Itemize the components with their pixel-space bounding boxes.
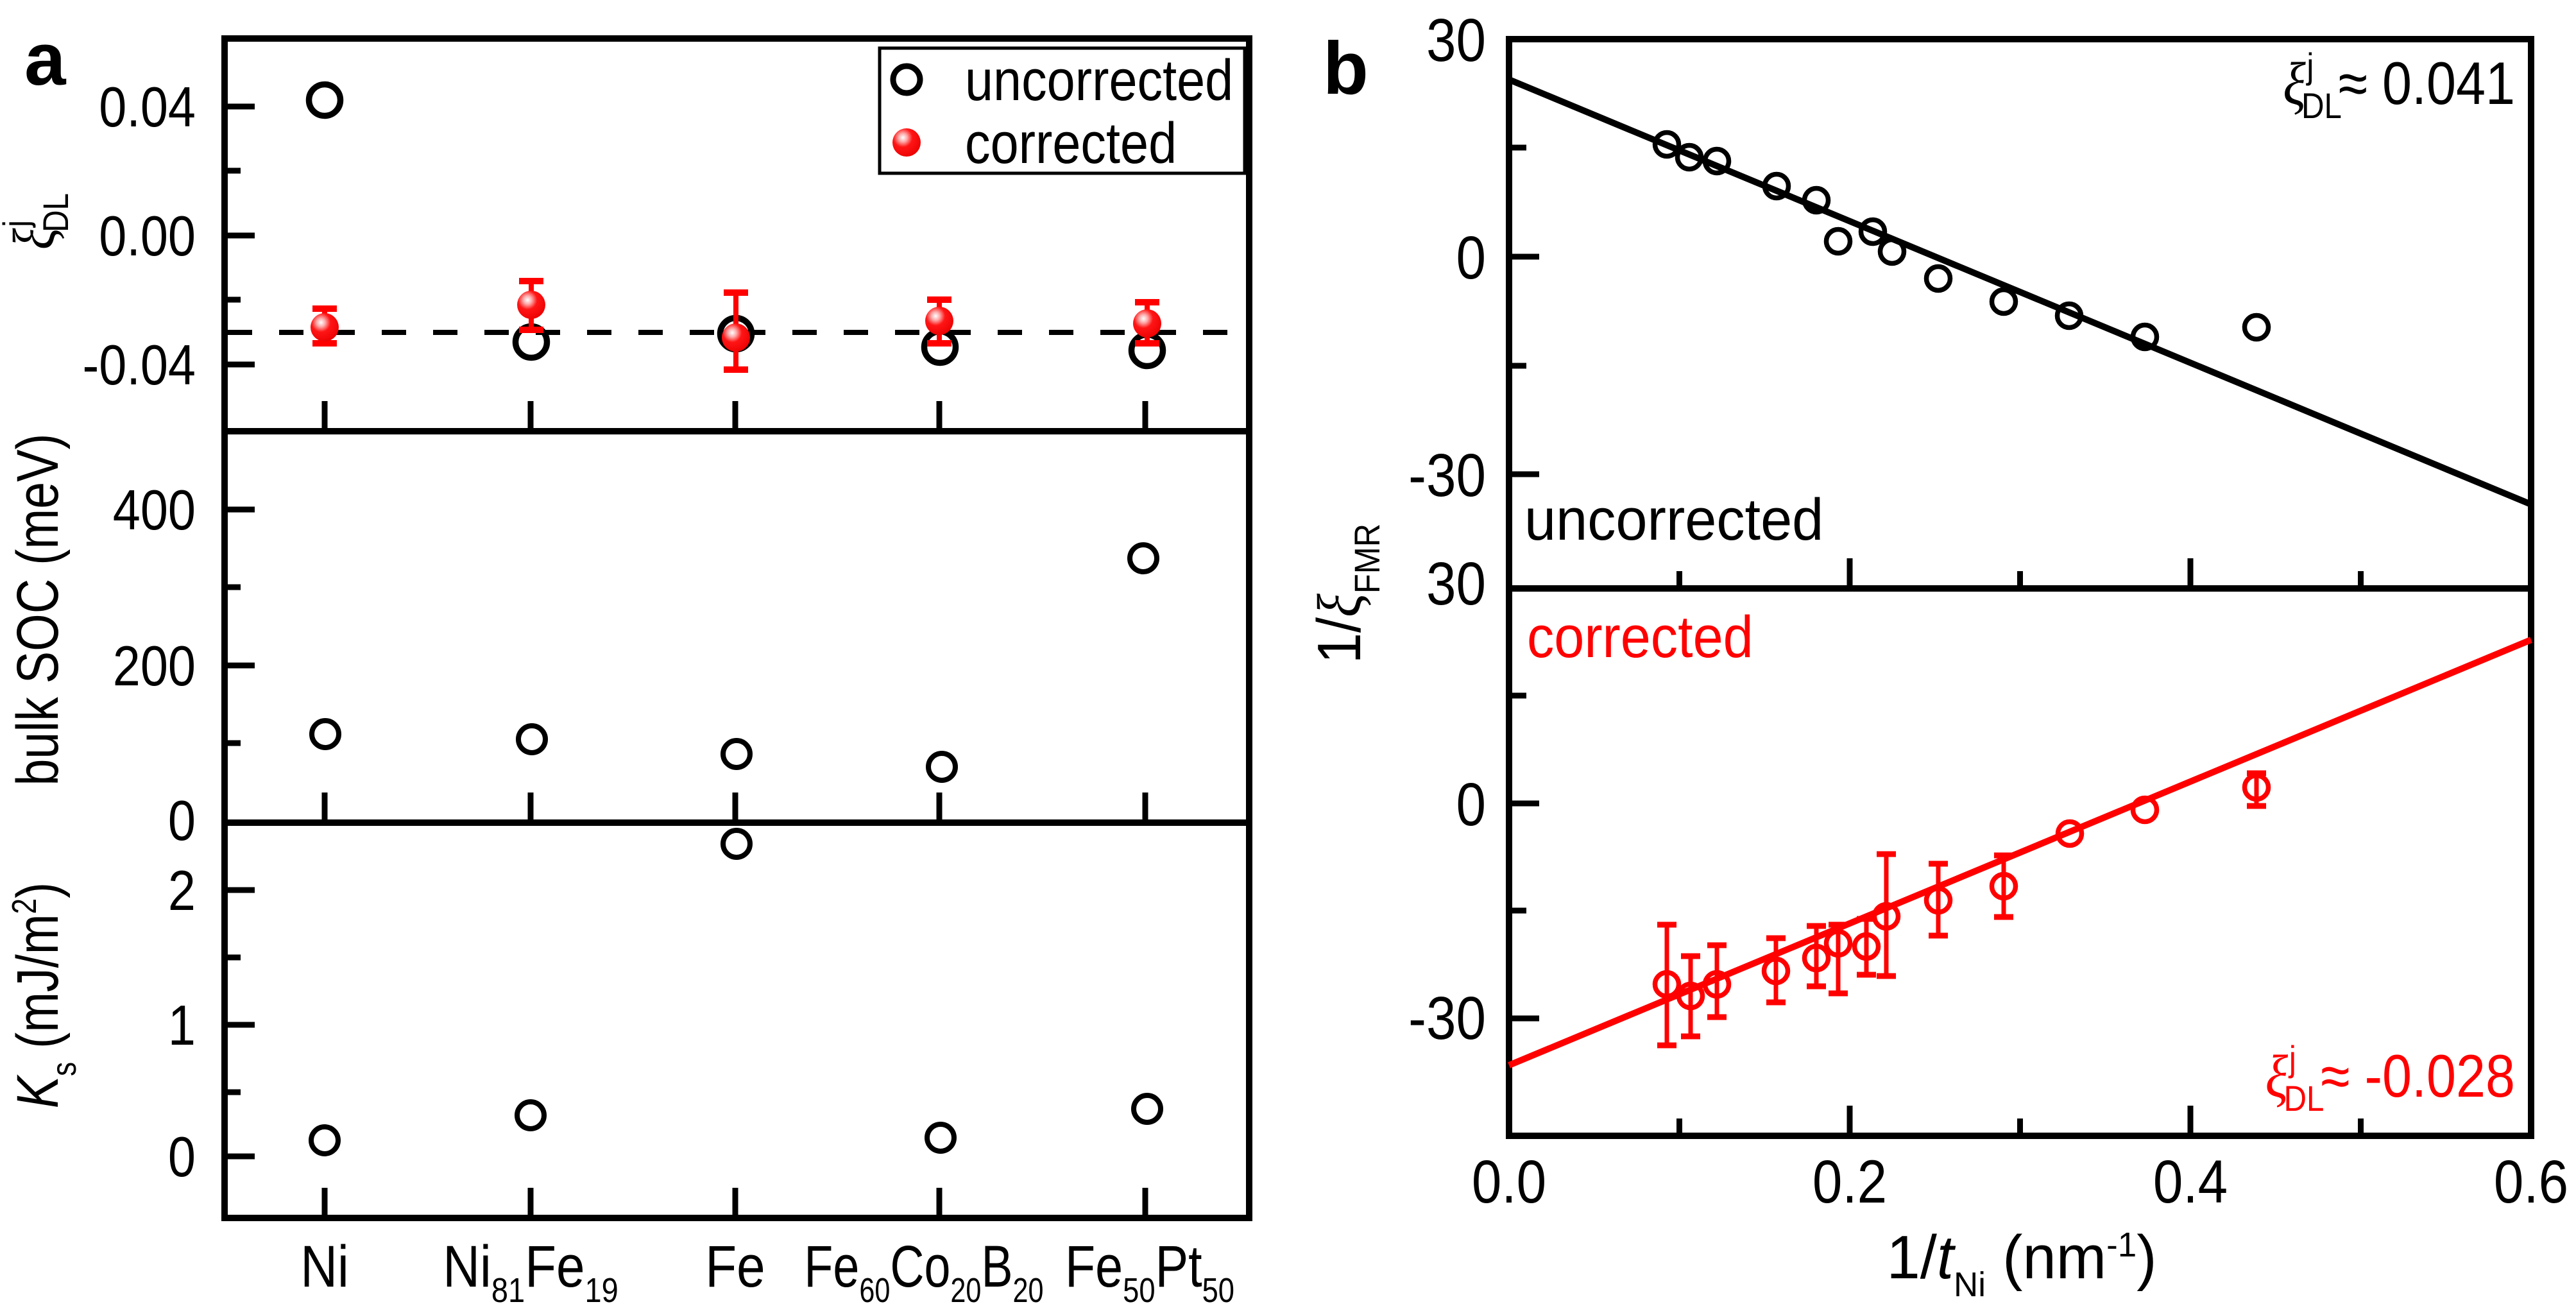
svg-text:uncorrected: uncorrected bbox=[1524, 486, 1823, 553]
svg-text:0: 0 bbox=[168, 789, 196, 852]
svg-text:200: 200 bbox=[113, 634, 196, 698]
svg-text:Ni81Fe19: Ni81Fe19 bbox=[443, 1234, 618, 1310]
svg-text:a: a bbox=[24, 17, 67, 101]
svg-text:0: 0 bbox=[1456, 223, 1486, 291]
svg-text:0.0: 0.0 bbox=[1472, 1147, 1546, 1215]
svg-text:-30: -30 bbox=[1408, 984, 1486, 1052]
svg-text:ξjDL≈ -0.028: ξj DL≈ -0.028 bbox=[2265, 1039, 2515, 1119]
svg-text:ξjDL: ξjDL bbox=[0, 193, 76, 250]
svg-text:-30: -30 bbox=[1408, 441, 1486, 509]
svg-text:Fe: Fe bbox=[705, 1234, 765, 1299]
svg-text:400: 400 bbox=[113, 478, 196, 542]
svg-text:0: 0 bbox=[1456, 770, 1486, 838]
svg-text:2: 2 bbox=[168, 859, 196, 922]
svg-text:Fe60Co20B20: Fe60Co20B20 bbox=[804, 1233, 1043, 1310]
svg-text:b: b bbox=[1323, 26, 1369, 110]
svg-text:30: 30 bbox=[1426, 6, 1486, 74]
svg-text:0.6: 0.6 bbox=[2494, 1147, 2568, 1215]
svg-text:0.2: 0.2 bbox=[1813, 1147, 1887, 1215]
svg-text:ξjDL≈ 0.041: ξj DL≈ 0.041 bbox=[2283, 46, 2515, 126]
svg-text:0.4: 0.4 bbox=[2153, 1147, 2228, 1215]
svg-text:30: 30 bbox=[1426, 549, 1486, 617]
svg-text:0: 0 bbox=[168, 1125, 196, 1188]
svg-text:-0.04: -0.04 bbox=[83, 333, 196, 397]
svg-text:corrected: corrected bbox=[1527, 604, 1753, 670]
svg-text:1: 1 bbox=[168, 993, 196, 1057]
svg-text:0.00: 0.00 bbox=[99, 204, 196, 268]
svg-text:bulk SOC (meV): bulk SOC (meV) bbox=[4, 433, 71, 785]
svg-text:uncorrected: uncorrected bbox=[965, 47, 1233, 112]
svg-text:Ni: Ni bbox=[300, 1234, 349, 1299]
svg-text:1/tNi (nm-1): 1/tNi (nm-1) bbox=[1886, 1223, 2156, 1304]
svg-text:corrected: corrected bbox=[965, 110, 1177, 175]
svg-text:0.04: 0.04 bbox=[99, 75, 196, 139]
svg-text:Ks (mJ/m2): Ks (mJ/m2) bbox=[4, 882, 83, 1109]
